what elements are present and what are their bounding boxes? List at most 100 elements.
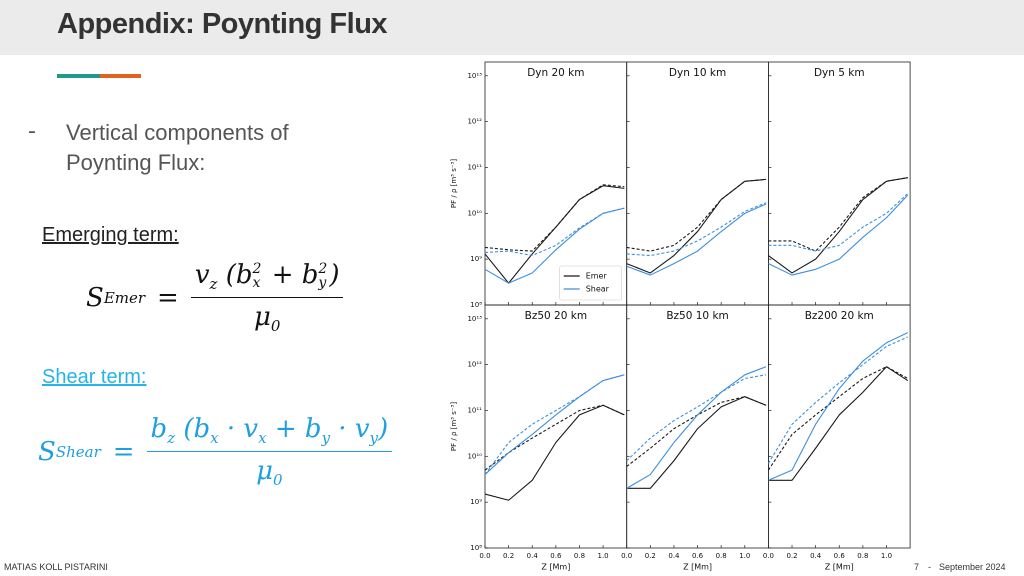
y-tick-label: 10¹³ — [467, 315, 482, 323]
subscript: Shear — [55, 442, 101, 461]
y-axis-label: PF / ρ [m³ s⁻³] — [450, 402, 458, 451]
x-tick-label: 0.6 — [692, 552, 704, 560]
part: y — [318, 275, 327, 291]
y-tick-label: 10¹¹ — [467, 406, 482, 414]
part: · v — [218, 414, 259, 444]
part: z — [209, 275, 218, 294]
equals: = — [157, 282, 179, 313]
series-line — [626, 203, 767, 276]
x-tick-label: 1.0 — [598, 552, 609, 560]
x-tick-label: 1.0 — [739, 552, 750, 560]
series-line — [768, 366, 909, 481]
x-axis-label: Z [Mm] — [825, 563, 854, 572]
slide-title: Appendix: Poynting Flux — [57, 8, 388, 40]
x-axis-label: Z [Mm] — [541, 563, 570, 572]
panel-title: Bz50 10 km — [666, 310, 728, 322]
x-tick-label: 1.0 — [881, 552, 892, 560]
bullet-marker: - — [28, 119, 36, 144]
y-tick-label: 10¹³ — [467, 72, 482, 80]
panel-title: Dyn 5 km — [814, 67, 865, 79]
footer-separator: - — [928, 562, 931, 572]
part: ) — [378, 414, 389, 444]
x-axis-label: Z [Mm] — [683, 563, 712, 572]
numerator: bz (bx · vx + by · vy) — [146, 414, 393, 453]
part: · v — [330, 414, 370, 444]
series-line — [626, 178, 767, 252]
panel-title: Dyn 20 km — [527, 67, 584, 79]
x-tick-label: 0.2 — [503, 552, 514, 560]
series-line — [484, 404, 625, 471]
part: z — [167, 429, 176, 448]
series-line — [484, 374, 625, 475]
denominator: μ0 — [256, 452, 282, 489]
subscript: Emer — [103, 288, 146, 307]
y-tick-label: 10⁸ — [470, 301, 482, 309]
x-tick-label: 0.6 — [550, 552, 562, 560]
header-bar — [0, 0, 1024, 55]
equals: = — [112, 436, 135, 467]
y-axis-label: PF / ρ [m³ s⁻³] — [450, 159, 458, 208]
series-line — [626, 366, 767, 489]
panel-title: Bz50 20 km — [525, 310, 587, 322]
emerging-label: Emerging term: — [42, 224, 179, 246]
legend-box — [559, 265, 623, 301]
part: x — [252, 275, 261, 291]
x-tick-label: 0.0 — [763, 552, 774, 560]
x-tick-label: 0.8 — [716, 552, 727, 560]
footer-author: MATIAS KOLL PISTARINI — [4, 562, 108, 572]
x-tick-label: 0.0 — [621, 552, 632, 560]
panel-title: Dyn 10 km — [669, 67, 726, 79]
part: + b — [263, 260, 319, 290]
part: 2 — [252, 261, 262, 277]
series-line — [768, 177, 908, 252]
part: (b — [225, 260, 253, 290]
emerging-formula: S Emer = vz (b 2 x + b 2 y) μ0 — [86, 260, 344, 336]
part: 0 — [270, 317, 281, 336]
y-tick-label: 10¹² — [467, 118, 482, 126]
plot-frame — [626, 304, 769, 549]
series-line — [626, 374, 767, 462]
x-tick-label: 0.0 — [479, 552, 490, 560]
part: b — [150, 414, 168, 444]
series-line — [768, 193, 909, 252]
x-tick-label: 0.6 — [834, 552, 846, 560]
series-line — [484, 374, 625, 475]
y-tick-label: 10¹⁰ — [467, 209, 482, 217]
part: μ — [256, 456, 274, 487]
panel-title: Bz200 20 km — [805, 310, 874, 322]
part: (b — [183, 414, 211, 444]
fraction: vz (b 2 x + b 2 y) μ0 — [190, 260, 344, 336]
legend-label: Emer — [586, 272, 608, 281]
x-tick-label: 0.8 — [857, 552, 868, 560]
series-line — [768, 332, 908, 481]
series-line — [626, 396, 767, 467]
accent-teal — [57, 74, 100, 78]
footer-date: September 2024 — [939, 562, 1006, 572]
x-tick-label: 0.8 — [574, 552, 585, 560]
part: + b — [266, 414, 322, 444]
shear-label: Shear term: — [42, 366, 147, 388]
part: x — [210, 429, 219, 448]
y-tick-label: 10⁹ — [470, 498, 482, 506]
part: x — [258, 429, 267, 448]
part: ) — [329, 260, 340, 290]
fraction: bz (bx · vx + by · vy) μ0 — [146, 414, 393, 489]
series-line — [768, 177, 908, 274]
y-tick-label: 10⁹ — [470, 255, 482, 263]
shear-formula: S Shear = bz (bx · vx + by · vy) μ0 — [38, 414, 393, 489]
part: y — [321, 429, 331, 448]
x-tick-label: 0.2 — [645, 552, 656, 560]
legend-label: Shear — [586, 285, 610, 294]
y-tick-label: 10¹² — [467, 361, 482, 369]
series-line — [484, 184, 625, 252]
x-tick-label: 0.4 — [668, 552, 680, 560]
x-tick-label: 0.2 — [786, 552, 797, 560]
accent-orange — [100, 74, 141, 78]
bullet-text: Vertical components of Poynting Flux: — [66, 120, 289, 175]
series-line — [767, 366, 909, 471]
series-line — [767, 336, 908, 464]
footer-page: 7 — [914, 562, 920, 572]
